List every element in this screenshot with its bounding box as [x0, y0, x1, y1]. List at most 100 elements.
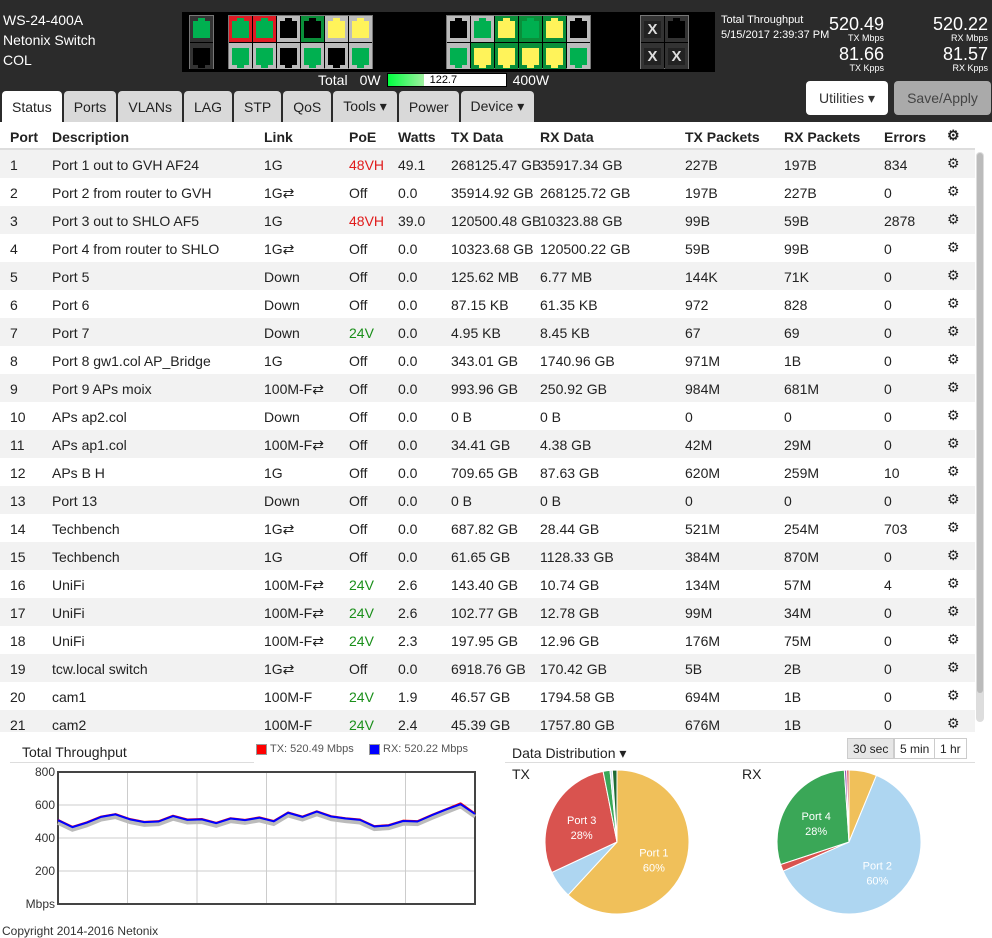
port-icon[interactable]: [543, 43, 566, 69]
gear-icon[interactable]: ⚙: [947, 715, 960, 731]
table-row[interactable]: 11 APs ap1.col 100M-F⇄ Off 0.0 34.41 GB 4.38 G…: [0, 430, 975, 458]
gear-icon[interactable]: ⚙: [947, 575, 960, 591]
port-icon[interactable]: [447, 16, 470, 42]
gear-icon[interactable]: ⚙: [947, 127, 960, 143]
port-icon[interactable]: [253, 43, 276, 69]
table-row[interactable]: 19 tcw.local switch 1G⇄ Off 0.0 6918.76 GB 170…: [0, 654, 975, 682]
port-icon[interactable]: [567, 43, 590, 69]
tab-power[interactable]: Power: [398, 91, 459, 122]
gear-icon[interactable]: ⚙: [947, 379, 960, 395]
range-30sec-button[interactable]: 30 sec: [847, 738, 895, 759]
tab-vlans[interactable]: VLANs: [118, 91, 182, 122]
gear-icon[interactable]: ⚙: [947, 463, 960, 479]
port-icon[interactable]: [253, 16, 276, 42]
gear-icon[interactable]: ⚙: [947, 631, 960, 647]
data-distribution-dropdown[interactable]: Data Distribution ▾: [512, 745, 627, 761]
port-icon[interactable]: [519, 43, 542, 69]
port-icon[interactable]: [301, 16, 324, 42]
gear-icon[interactable]: ⚙: [947, 491, 960, 507]
cell: Off: [349, 493, 368, 509]
port-icon[interactable]: [277, 16, 300, 42]
table-row[interactable]: 5 Port 5 Down Off 0.0 125.62 MB 6.77 MB 144K 71K…: [0, 262, 975, 290]
table-row[interactable]: 4 Port 4 from router to SHLO 1G⇄ Off 0.0 1032…: [0, 234, 975, 262]
port-icon[interactable]: [495, 16, 518, 42]
table-row[interactable]: 2 Port 2 from router to GVH 1G⇄ Off 0.0 35914…: [0, 178, 975, 206]
port-icon[interactable]: [471, 16, 494, 42]
tab-ports[interactable]: Ports: [63, 91, 117, 122]
gear-icon[interactable]: ⚙: [947, 323, 960, 339]
gear-icon[interactable]: ⚙: [947, 155, 960, 171]
tab-stp[interactable]: STP: [233, 91, 282, 122]
disabled-port-icon: X: [668, 47, 685, 65]
port-icon[interactable]: [229, 16, 252, 42]
pie-slice[interactable]: [782, 774, 922, 915]
table-row[interactable]: 15 Techbench 1G Off 0.0 61.65 GB 1128.33 GB 384…: [0, 542, 975, 570]
pie-slice[interactable]: [846, 769, 850, 843]
port-icon[interactable]: [301, 43, 324, 69]
table-row[interactable]: 18 UniFi 100M-F⇄ 24V 2.3 197.95 GB 12.96 GB 176…: [0, 626, 975, 654]
port-icon[interactable]: [229, 43, 252, 69]
gear-icon[interactable]: ⚙: [947, 435, 960, 451]
pie-slice[interactable]: [544, 770, 618, 874]
pie-slice[interactable]: [776, 769, 850, 866]
save-apply-button[interactable]: Save/Apply: [894, 81, 991, 115]
port-icon[interactable]: [519, 16, 542, 42]
table-row[interactable]: 20 cam1 100M-F 24V 1.9 46.57 GB 1794.58 GB 694M…: [0, 682, 975, 710]
gear-icon[interactable]: ⚙: [947, 267, 960, 283]
port-icon[interactable]: [277, 43, 300, 69]
port-icon[interactable]: [665, 16, 688, 42]
cell: 984M: [685, 381, 721, 397]
throughput-chart-title: Total Throughput: [22, 744, 127, 760]
gear-icon[interactable]: ⚙: [947, 211, 960, 227]
port-icon[interactable]: [543, 16, 566, 42]
gear-icon[interactable]: ⚙: [947, 351, 960, 367]
pie-slice[interactable]: [567, 769, 690, 915]
gear-icon[interactable]: ⚙: [947, 239, 960, 255]
ethernet-jack-icon: [450, 47, 467, 68]
table-row[interactable]: 14 Techbench 1G⇄ Off 0.0 687.82 GB 28.44 GB 521…: [0, 514, 975, 542]
gear-icon[interactable]: ⚙: [947, 407, 960, 423]
port-icon[interactable]: [325, 43, 348, 69]
port-icon[interactable]: [190, 43, 213, 69]
range-5min-button[interactable]: 5 min: [894, 738, 936, 759]
table-row[interactable]: 12 APs B H 1G Off 0.0 709.65 GB 87.63 GB 620M 25…: [0, 458, 975, 486]
table-row[interactable]: 17 UniFi 100M-F⇄ 24V 2.6 102.77 GB 12.78 GB 99M…: [0, 598, 975, 626]
port-icon[interactable]: [190, 16, 213, 42]
port-icon[interactable]: [447, 43, 470, 69]
range-1hr-button[interactable]: 1 hr: [934, 738, 967, 759]
table-row[interactable]: 8 Port 8 gw1.col AP_Bridge 1G Off 0.0 343.01 …: [0, 346, 975, 374]
tab-device[interactable]: Device ▾: [460, 91, 535, 122]
gear-icon[interactable]: ⚙: [947, 547, 960, 563]
table-row[interactable]: 6 Port 6 Down Off 0.0 87.15 KB 61.35 KB 972 828 0…: [0, 290, 975, 318]
gear-icon[interactable]: ⚙: [947, 519, 960, 535]
tab-lag[interactable]: LAG: [183, 91, 232, 122]
gear-icon[interactable]: ⚙: [947, 295, 960, 311]
utilities-button[interactable]: Utilities ▾: [806, 81, 888, 115]
tab-tools[interactable]: Tools ▾: [333, 91, 397, 122]
table-row[interactable]: 21 cam2 100M-F 24V 2.4 45.39 GB 1757.80 GB 676M…: [0, 710, 975, 732]
tab-qos[interactable]: QoS: [283, 91, 332, 122]
gear-icon[interactable]: ⚙: [947, 183, 960, 199]
port-icon[interactable]: [471, 43, 494, 69]
gear-icon[interactable]: ⚙: [947, 659, 960, 675]
port-icon[interactable]: X: [641, 43, 664, 69]
table-row[interactable]: 7 Port 7 Down 24V 0.0 4.95 KB 8.45 KB 67 69 0 ⚙: [0, 318, 975, 346]
port-icon[interactable]: [495, 43, 518, 69]
port-icon[interactable]: [349, 43, 372, 69]
table-row[interactable]: 10 APs ap2.col Down Off 0.0 0 B 0 B 0 0 0 ⚙: [0, 402, 975, 430]
gear-icon[interactable]: ⚙: [947, 603, 960, 619]
scrollbar-thumb[interactable]: [977, 153, 983, 693]
port-icon[interactable]: X: [665, 43, 688, 69]
tab-status[interactable]: Status: [2, 91, 62, 122]
table-row[interactable]: 16 UniFi 100M-F⇄ 24V 2.6 143.40 GB 10.74 GB 134…: [0, 570, 975, 598]
gear-icon[interactable]: ⚙: [947, 687, 960, 703]
port-icon[interactable]: X: [641, 16, 664, 42]
port-icon[interactable]: [325, 16, 348, 42]
port-icon[interactable]: [567, 16, 590, 42]
table-row[interactable]: 1 Port 1 out to GVH AF24 1G 48VH 49.1 268125.…: [0, 150, 975, 178]
port-icon[interactable]: [349, 16, 372, 42]
table-row[interactable]: 9 Port 9 APs moix 100M-F⇄ Off 0.0 993.96 GB 25…: [0, 374, 975, 402]
table-row[interactable]: 3 Port 3 out to SHLO AF5 1G 48VH 39.0 120500.…: [0, 206, 975, 234]
table-row[interactable]: 13 Port 13 Down Off 0.0 0 B 0 B 0 0 0 ⚙: [0, 486, 975, 514]
pie-slice[interactable]: [611, 769, 618, 843]
